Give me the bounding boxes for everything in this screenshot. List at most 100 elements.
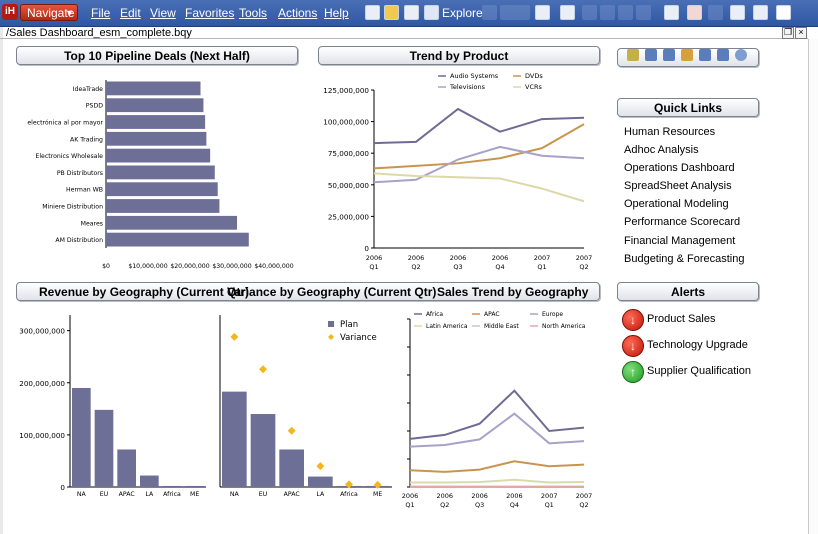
menu-file[interactable]: File xyxy=(91,6,111,20)
sort-ascending-icon[interactable] xyxy=(699,49,711,61)
panel-title-sales-trend-geo: Sales Trend by Geography xyxy=(437,285,589,299)
bar xyxy=(106,215,238,230)
legend-label: Africa xyxy=(426,311,443,318)
bar xyxy=(222,391,247,487)
drill-up-icon[interactable] xyxy=(645,49,657,61)
y-tick-label: 200,000,000 xyxy=(19,379,65,388)
quick-link-operations-dashboard[interactable]: Operations Dashboard xyxy=(624,162,735,174)
menu-favorites[interactable]: Favorites xyxy=(185,6,235,20)
table-icon[interactable] xyxy=(681,49,693,61)
navigate-button[interactable]: Navigate ▼ xyxy=(20,4,78,21)
up-icon[interactable] xyxy=(600,5,615,20)
x-tick-label-year: 2006 xyxy=(408,254,425,262)
series-line xyxy=(373,123,585,170)
sort-descending-icon[interactable] xyxy=(717,49,729,61)
y-tick-label: 75,000,000 xyxy=(328,149,370,158)
app-logo: iH xyxy=(2,4,18,20)
x-tick-label-quarter: Q2 xyxy=(411,263,420,271)
x-tick-label: ME xyxy=(190,491,199,498)
category-label: PB Distributors xyxy=(57,170,103,177)
legend-label: Plan xyxy=(340,320,358,330)
pdf-icon[interactable] xyxy=(687,5,702,20)
series-line xyxy=(373,145,585,184)
close-window-icon[interactable]: × xyxy=(795,27,807,39)
filter-icon[interactable] xyxy=(627,49,639,61)
bar xyxy=(250,414,276,487)
forward-icon[interactable] xyxy=(636,5,651,20)
print-icon[interactable] xyxy=(708,5,723,20)
bar xyxy=(185,485,204,487)
x-tick-label: NA xyxy=(77,491,87,498)
y-tick-label: 100,000,000 xyxy=(19,431,65,440)
quick-link-adhoc-analysis[interactable]: Adhoc Analysis xyxy=(624,144,699,156)
explore-button[interactable]: Explore xyxy=(442,6,483,20)
restore-window-icon[interactable]: ❐ xyxy=(782,27,794,39)
back-icon[interactable] xyxy=(582,5,597,20)
x-tick-label: $30,000,000 xyxy=(212,263,251,270)
chart-top10-pipeline: IdeaTrade PSDD electrónica al por mayor AK … xyxy=(27,80,294,270)
quick-link-budgeting-forecasting[interactable]: Budgeting & Forecasting xyxy=(624,253,745,265)
y-tick-label: 0 xyxy=(60,483,65,492)
menu-edit[interactable]: Edit xyxy=(120,6,141,20)
refresh-icon[interactable] xyxy=(664,5,679,20)
x-tick-label: EU xyxy=(259,491,267,498)
bar xyxy=(72,387,91,487)
quick-link-operational-modeling[interactable]: Operational Modeling xyxy=(624,198,729,210)
save-icon[interactable] xyxy=(730,5,745,20)
y-tick-label: 0 xyxy=(364,244,369,253)
x-tick-label-quarter: Q1 xyxy=(545,501,554,509)
panel-title-variance-geo: Variance by Geography (Current Qtr) xyxy=(227,285,437,299)
bar xyxy=(106,199,220,213)
alert-label: Technology Upgrade xyxy=(647,339,748,351)
menu-help[interactable]: Help xyxy=(324,6,349,20)
bar xyxy=(106,182,218,197)
quick-link-financial-management[interactable]: Financial Management xyxy=(624,235,736,247)
home-icon[interactable] xyxy=(404,5,419,20)
x-tick-label-year: 2007 xyxy=(541,492,558,500)
y-tick-label: 50,000,000 xyxy=(328,181,370,190)
x-tick-label-year: 2007 xyxy=(576,254,593,262)
quick-link-spreadsheet-analysis[interactable]: SpreadSheet Analysis xyxy=(624,180,732,192)
bar xyxy=(106,98,204,113)
quick-link-performance-scorecard[interactable]: Performance Scorecard xyxy=(624,216,741,228)
category-label: electrónica al por mayor xyxy=(27,119,103,127)
left-edge-strip xyxy=(0,0,3,534)
down-icon[interactable] xyxy=(618,5,633,20)
x-tick-label-quarter: Q4 xyxy=(495,263,504,271)
menu-actions[interactable]: Actions xyxy=(278,6,318,20)
series-line xyxy=(409,389,585,440)
legend-label: Europe xyxy=(542,311,563,318)
quick-link-human-resources[interactable]: Human Resources xyxy=(624,126,716,138)
x-tick-label-year: 2006 xyxy=(471,492,488,500)
y-tick-label: 25,000,000 xyxy=(328,212,370,221)
help-circle-icon[interactable] xyxy=(735,49,747,61)
open-folder-icon[interactable] xyxy=(384,5,399,20)
help-icon[interactable] xyxy=(776,5,791,20)
menu-view[interactable]: View xyxy=(150,6,176,20)
bottom-panel-header: Revenue by Geography (Current Qtr) Varia… xyxy=(16,282,600,301)
bar xyxy=(106,115,206,129)
export-icon[interactable] xyxy=(753,5,768,20)
category-label: Meares xyxy=(81,220,103,227)
x-tick-label-year: 2006 xyxy=(402,492,419,500)
explore-icon[interactable] xyxy=(424,5,439,20)
page-icon[interactable] xyxy=(560,5,575,20)
x-tick-label: APAC xyxy=(284,491,300,498)
new-document-icon[interactable] xyxy=(365,5,380,20)
panel-title-revenue-geo: Revenue by Geography (Current Qtr) xyxy=(39,285,250,299)
variance-marker xyxy=(373,480,382,489)
bar xyxy=(106,131,207,146)
x-tick-label: APAC xyxy=(119,491,135,498)
bar xyxy=(140,475,159,487)
x-tick-label: ME xyxy=(373,491,382,498)
link-icon[interactable] xyxy=(500,5,530,20)
pen-icon[interactable] xyxy=(482,5,497,20)
calculator-icon[interactable] xyxy=(535,5,550,20)
legend-swatch xyxy=(328,334,334,340)
series-line xyxy=(410,478,585,484)
x-tick-label-quarter: Q3 xyxy=(475,501,484,509)
right-scroll-edge xyxy=(808,39,818,534)
drill-down-icon[interactable] xyxy=(663,49,675,61)
variance-marker xyxy=(259,365,267,374)
menu-tools[interactable]: Tools xyxy=(239,6,268,20)
